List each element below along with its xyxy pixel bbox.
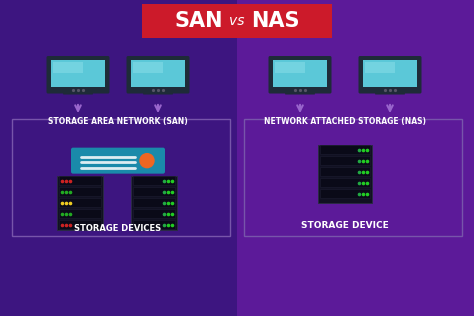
Text: vs: vs — [229, 14, 245, 28]
Text: STORAGE DEVICE: STORAGE DEVICE — [301, 221, 389, 230]
FancyBboxPatch shape — [275, 62, 305, 73]
Text: SAN: SAN — [175, 11, 223, 31]
FancyBboxPatch shape — [237, 0, 474, 316]
FancyBboxPatch shape — [133, 209, 175, 218]
FancyBboxPatch shape — [133, 176, 175, 185]
FancyBboxPatch shape — [320, 145, 370, 154]
FancyBboxPatch shape — [0, 0, 237, 316]
FancyBboxPatch shape — [385, 85, 394, 92]
FancyBboxPatch shape — [285, 89, 315, 94]
FancyBboxPatch shape — [320, 167, 370, 176]
Text: NAS: NAS — [251, 11, 299, 31]
FancyBboxPatch shape — [57, 176, 103, 230]
FancyBboxPatch shape — [53, 62, 82, 73]
FancyBboxPatch shape — [59, 198, 101, 207]
FancyBboxPatch shape — [133, 187, 175, 196]
FancyBboxPatch shape — [73, 85, 82, 92]
FancyBboxPatch shape — [143, 89, 173, 94]
FancyBboxPatch shape — [127, 56, 190, 94]
Circle shape — [140, 154, 154, 168]
FancyBboxPatch shape — [295, 85, 304, 92]
FancyBboxPatch shape — [131, 176, 177, 230]
FancyBboxPatch shape — [365, 62, 395, 73]
Text: STORAGE DEVICES: STORAGE DEVICES — [74, 224, 162, 233]
Text: NETWORK ATTACHED STORAGE (NAS): NETWORK ATTACHED STORAGE (NAS) — [264, 117, 426, 126]
FancyBboxPatch shape — [320, 156, 370, 165]
FancyBboxPatch shape — [133, 220, 175, 229]
FancyBboxPatch shape — [363, 59, 417, 88]
FancyBboxPatch shape — [154, 85, 163, 92]
FancyBboxPatch shape — [268, 56, 331, 94]
FancyBboxPatch shape — [358, 56, 421, 94]
FancyBboxPatch shape — [59, 220, 101, 229]
FancyBboxPatch shape — [142, 4, 332, 38]
FancyBboxPatch shape — [71, 148, 165, 174]
FancyBboxPatch shape — [46, 56, 109, 94]
FancyBboxPatch shape — [131, 59, 185, 88]
FancyBboxPatch shape — [273, 59, 327, 88]
FancyBboxPatch shape — [59, 187, 101, 196]
FancyBboxPatch shape — [318, 145, 372, 203]
FancyBboxPatch shape — [320, 178, 370, 187]
FancyBboxPatch shape — [133, 62, 163, 73]
FancyBboxPatch shape — [320, 189, 370, 198]
FancyBboxPatch shape — [51, 59, 105, 88]
FancyBboxPatch shape — [63, 89, 93, 94]
Text: STORAGE AREA NETWORK (SAN): STORAGE AREA NETWORK (SAN) — [48, 117, 188, 126]
FancyBboxPatch shape — [375, 89, 405, 94]
FancyBboxPatch shape — [59, 209, 101, 218]
FancyBboxPatch shape — [133, 198, 175, 207]
FancyBboxPatch shape — [59, 176, 101, 185]
